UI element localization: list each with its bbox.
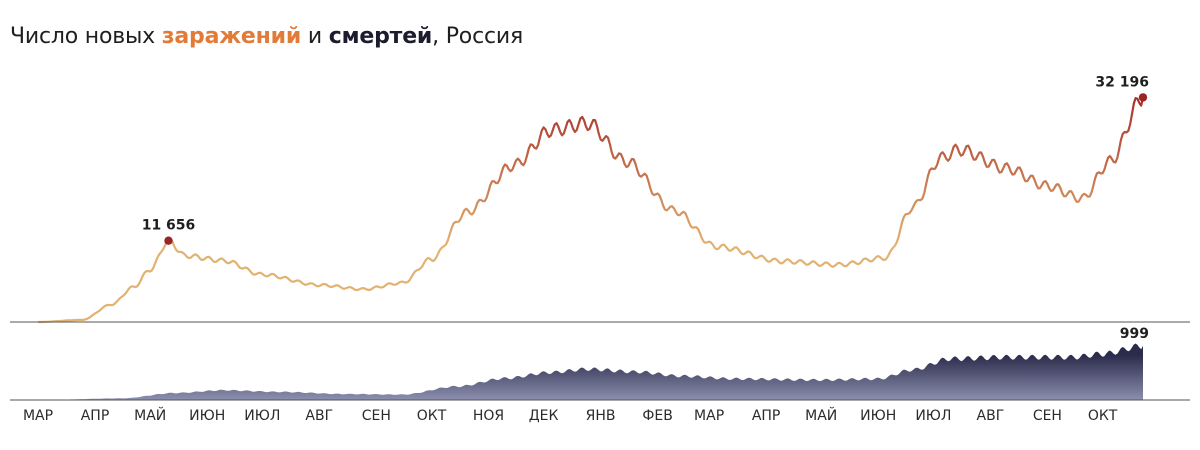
- title-prefix: Число новых: [10, 24, 162, 49]
- x-tick-label: ФЕВ: [642, 408, 673, 424]
- x-tick-label: ОКТ: [1088, 408, 1118, 424]
- x-tick-label: МАЙ: [805, 406, 837, 424]
- x-tick-label: АПР: [81, 408, 110, 424]
- x-tick-label: ОКТ: [417, 408, 447, 424]
- title-middle: и: [301, 24, 329, 49]
- x-tick-label: ЯНВ: [586, 408, 616, 424]
- cases-peak-dot: [164, 236, 173, 245]
- cases-peak-dot: [1138, 93, 1148, 102]
- x-tick-label: СЕН: [362, 408, 391, 424]
- x-tick-label: МАР: [23, 408, 53, 424]
- deaths-peak-label: 999: [1120, 326, 1149, 342]
- x-tick-label: НОЯ: [473, 408, 504, 424]
- cases-peak-label: 32 196: [1095, 74, 1149, 90]
- x-tick-label: ИЮЛ: [244, 408, 280, 424]
- x-tick-label: ИЮН: [189, 408, 225, 424]
- x-tick-label: АПР: [752, 408, 781, 424]
- x-tick-label: МАР: [694, 408, 724, 424]
- title-suffix: , Россия: [432, 24, 523, 49]
- x-tick-label: АВГ: [977, 408, 1005, 424]
- x-tick-label: АВГ: [305, 408, 333, 424]
- x-tick-label: ДЕК: [529, 408, 559, 424]
- title-deaths-word: смертей: [328, 24, 433, 49]
- title-cases-word: заражений: [161, 24, 302, 49]
- x-tick-label: МАЙ: [134, 406, 166, 424]
- cases-peak-label: 11 656: [142, 218, 196, 234]
- x-tick-label: ИЮЛ: [915, 408, 951, 424]
- x-tick-label: СЕН: [1033, 408, 1062, 424]
- deaths-area: [38, 343, 1143, 400]
- chart-title: Число новых заражений и смертей, Россия: [10, 24, 523, 49]
- cases-line: [38, 97, 1145, 324]
- x-tick-label: ИЮН: [860, 408, 896, 424]
